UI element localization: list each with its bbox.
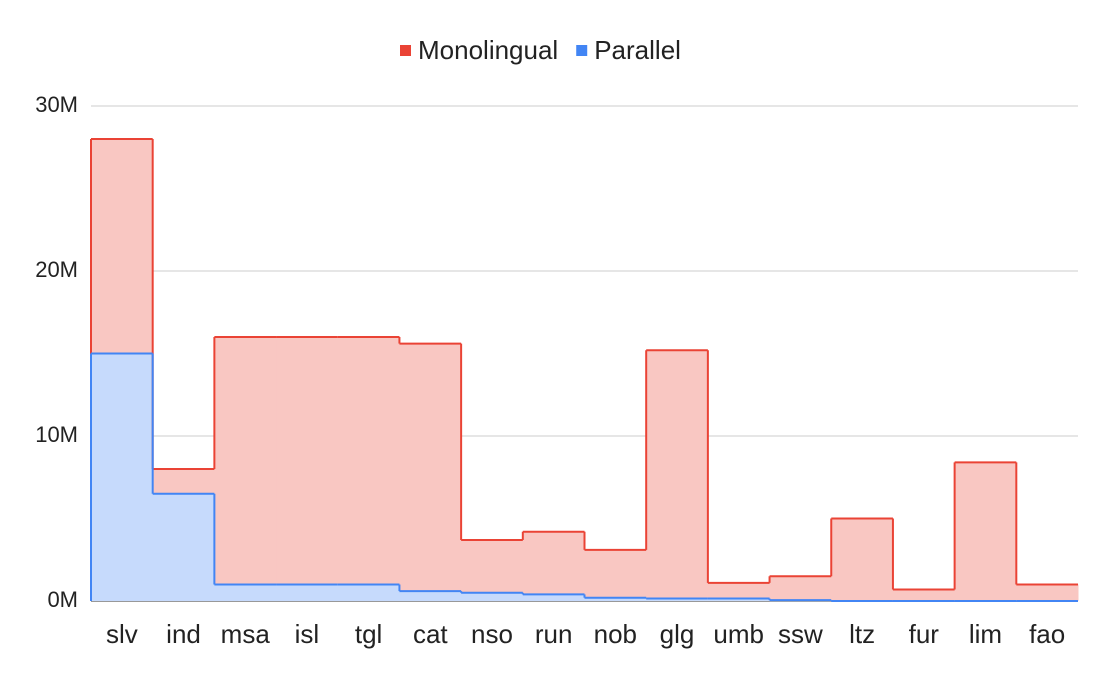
- area-step: [646, 350, 709, 601]
- area-step: [337, 584, 400, 601]
- area-step: [522, 594, 585, 601]
- area-step: [214, 337, 277, 601]
- area-step: [337, 337, 400, 601]
- x-tick-label: msa: [221, 619, 271, 649]
- area-step: [399, 591, 462, 601]
- x-tick-label: isl: [295, 619, 320, 649]
- x-tick-label: lim: [969, 619, 1002, 649]
- legend-swatch: [400, 45, 411, 56]
- area-step: [461, 539, 524, 601]
- legend: Monolingual Parallel: [400, 35, 681, 65]
- x-tick-label: fur: [909, 619, 940, 649]
- y-tick-label: 30M: [35, 92, 78, 117]
- x-tick-label: ltz: [849, 619, 875, 649]
- area-step: [399, 343, 462, 601]
- y-tick-label: 20M: [35, 257, 78, 282]
- area-step: [584, 597, 647, 601]
- legend-swatch: [576, 45, 588, 56]
- area-step: [152, 493, 215, 601]
- x-tick-label: ind: [166, 619, 201, 649]
- x-tick-label: nso: [471, 619, 513, 649]
- area-step: [1016, 584, 1079, 601]
- area-step: [954, 462, 1017, 601]
- x-tick-label: ssw: [778, 619, 823, 649]
- area-step: [769, 576, 832, 601]
- area-step: [646, 598, 709, 601]
- legend-label: Monolingual: [418, 35, 558, 65]
- area-step: [276, 584, 339, 601]
- area-step: [214, 584, 277, 601]
- area-step: [276, 337, 339, 601]
- area-step: [461, 592, 524, 601]
- legend-label: Parallel: [594, 35, 681, 65]
- x-tick-label: glg: [660, 619, 695, 649]
- x-tick-label: cat: [413, 619, 448, 649]
- x-tick-label: umb: [713, 619, 764, 649]
- area-step: [707, 598, 771, 601]
- x-tick-label: run: [535, 619, 573, 649]
- x-tick-label: tgl: [355, 619, 382, 649]
- area-step: [892, 589, 956, 601]
- y-tick-label: 0M: [47, 587, 78, 612]
- area-step: [522, 531, 585, 601]
- area-step: [707, 582, 771, 601]
- x-tick-label: nob: [594, 619, 637, 649]
- area-step: [831, 518, 894, 601]
- x-tick-label: fao: [1029, 619, 1065, 649]
- y-tick-label: 10M: [35, 422, 78, 447]
- area-step: [584, 549, 647, 601]
- area-step: [91, 353, 154, 601]
- x-tick-label: slv: [106, 619, 138, 649]
